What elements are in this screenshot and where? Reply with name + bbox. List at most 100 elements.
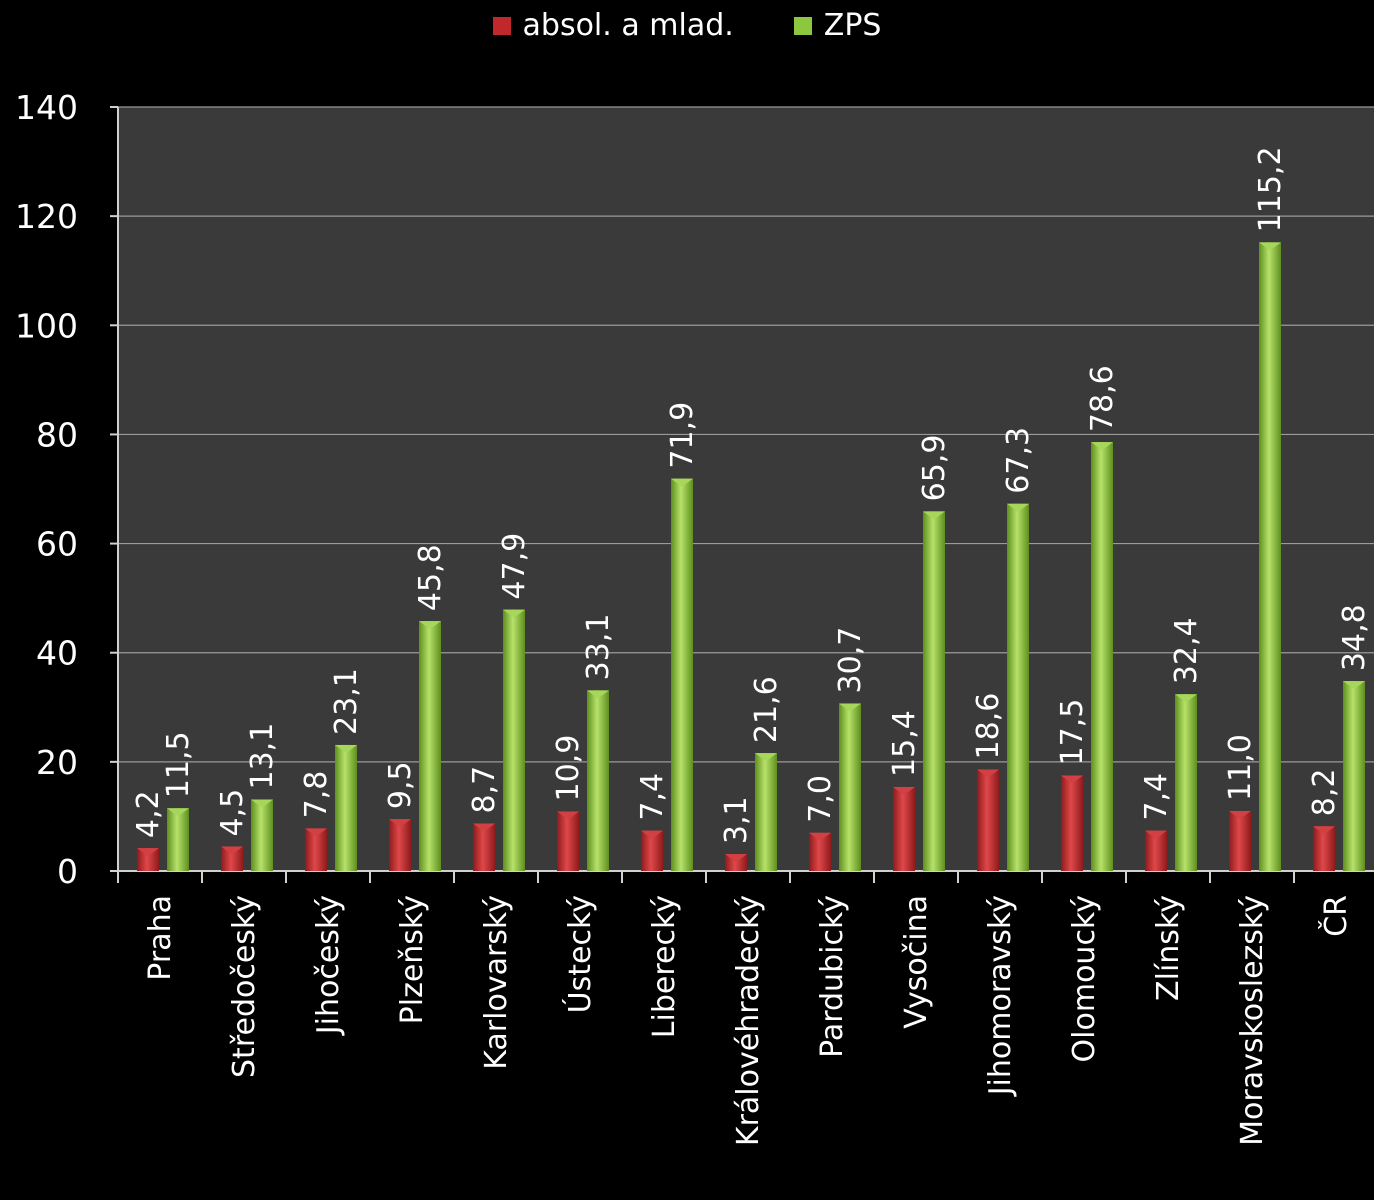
- bar-cap: [977, 769, 999, 778]
- bar-absol: [221, 846, 243, 871]
- bar-cap: [755, 753, 777, 762]
- bar-zps: [671, 478, 693, 871]
- bar-zps: [1175, 694, 1197, 871]
- y-tick-label: 120: [15, 197, 78, 236]
- y-axis-ticks: 0 20 40 60 80 100 120 140: [15, 88, 119, 891]
- bar-zps: [503, 609, 525, 871]
- legend-label-absol: absol. a mlad.: [522, 8, 734, 43]
- x-tick-label: ČR: [1317, 895, 1354, 937]
- x-tick-label: Vysočina: [899, 895, 934, 1029]
- data-label: 71,9: [665, 402, 700, 469]
- bar-cap: [1175, 694, 1197, 703]
- bar-zps: [1343, 681, 1365, 871]
- bar-cap: [671, 478, 693, 487]
- legend-item-absol: absol. a mlad.: [492, 8, 734, 43]
- bars: 4,211,5 4,513,1 7,8 23,1 9,5 45,8 8,7 47,9 10,9 3…: [131, 146, 1372, 871]
- x-tick-label: Středočeský: [227, 895, 262, 1078]
- bar-absol: [305, 828, 327, 871]
- bar-cap: [305, 828, 327, 837]
- data-label: 17,5: [1055, 699, 1090, 766]
- bar-cap: [1007, 503, 1029, 512]
- bar-cap: [473, 823, 495, 832]
- data-label: 4,2: [131, 790, 166, 838]
- data-label: 7,0: [803, 775, 838, 823]
- x-tick-label: Karlovarský: [479, 895, 514, 1070]
- bar-absol: [137, 848, 159, 871]
- bar-zps: [167, 808, 189, 871]
- y-tick-label: 20: [36, 743, 78, 782]
- data-label: 9,5: [383, 761, 418, 809]
- bar-absol: [389, 819, 411, 871]
- data-label: 32,4: [1169, 617, 1204, 684]
- bar-cap: [167, 808, 189, 817]
- data-label: 78,6: [1085, 365, 1120, 432]
- x-tick-label: Jihočeský: [311, 895, 346, 1036]
- x-tick-label: Olomoucký: [1067, 895, 1102, 1062]
- bar-absol: [1145, 830, 1167, 871]
- y-tick-label: 40: [36, 634, 78, 673]
- data-label: 47,9: [497, 533, 532, 600]
- bar-cap: [809, 832, 831, 841]
- x-tick-label: Moravskoslezský: [1235, 895, 1270, 1146]
- y-tick-label: 80: [36, 415, 78, 454]
- y-tick-label: 100: [15, 306, 78, 345]
- chart-legend: absol. a mlad. ZPS: [0, 8, 1374, 43]
- x-tick-label: Pardubický: [815, 895, 850, 1058]
- bar-absol: [809, 832, 831, 871]
- bar-zps: [755, 753, 777, 871]
- y-tick-label: 140: [15, 88, 78, 127]
- x-axis: Praha Středočeský Jihočeský Plzeňský Karlova…: [117, 871, 1354, 1146]
- bar-zps: [839, 703, 861, 871]
- x-tick-label: Zlínský: [1151, 895, 1186, 1001]
- bar-cap: [923, 511, 945, 520]
- bar-cap: [137, 848, 159, 857]
- bar-cap: [893, 786, 915, 795]
- bar-cap: [503, 609, 525, 618]
- data-label: 30,7: [833, 627, 868, 694]
- bar-cap: [587, 690, 609, 699]
- bar-cap: [1313, 826, 1335, 835]
- bar-absol: [473, 823, 495, 871]
- bar-zps: [1091, 442, 1113, 871]
- bar-cap: [221, 846, 243, 855]
- bar-cap: [641, 830, 663, 839]
- data-label: 10,9: [551, 735, 586, 802]
- bar-cap: [1259, 242, 1281, 251]
- data-label: 8,2: [1307, 769, 1342, 817]
- x-tick-label: Ústecký: [561, 895, 598, 1013]
- data-label: 34,8: [1337, 604, 1372, 671]
- data-label: 7,8: [299, 771, 334, 819]
- bar-zps: [251, 799, 273, 871]
- data-label: 13,1: [245, 723, 280, 790]
- legend-swatch-absol: [492, 16, 511, 35]
- bar-cap: [419, 621, 441, 630]
- data-label: 11,0: [1223, 734, 1258, 801]
- bar-cap: [557, 811, 579, 820]
- data-label: 21,6: [749, 676, 784, 743]
- bar-cap: [335, 744, 357, 753]
- bar-cap: [389, 819, 411, 828]
- data-label: 18,6: [971, 693, 1006, 760]
- bar-cap: [251, 799, 273, 808]
- bar-absol: [1061, 775, 1083, 871]
- bar-absol: [641, 830, 663, 871]
- x-tick-label: Praha: [143, 895, 178, 981]
- data-label: 11,5: [161, 731, 196, 798]
- bar-cap: [725, 854, 747, 863]
- y-tick-label: 0: [57, 852, 78, 891]
- data-label: 45,8: [413, 544, 448, 611]
- bar-absol: [1313, 826, 1335, 871]
- bar-cap: [839, 703, 861, 712]
- data-label: 8,7: [467, 766, 502, 814]
- x-tick-label: Jihomoravský: [983, 895, 1018, 1097]
- bar-cap: [1229, 810, 1251, 819]
- bar-zps: [923, 511, 945, 871]
- bar-absol: [1229, 810, 1251, 871]
- bar-absol: [725, 854, 747, 871]
- legend-label-zps: ZPS: [823, 8, 882, 43]
- bar-absol: [977, 769, 999, 871]
- bar-zps: [419, 621, 441, 871]
- bar-zps: [587, 690, 609, 871]
- x-tick-label: Plzeňský: [395, 895, 430, 1024]
